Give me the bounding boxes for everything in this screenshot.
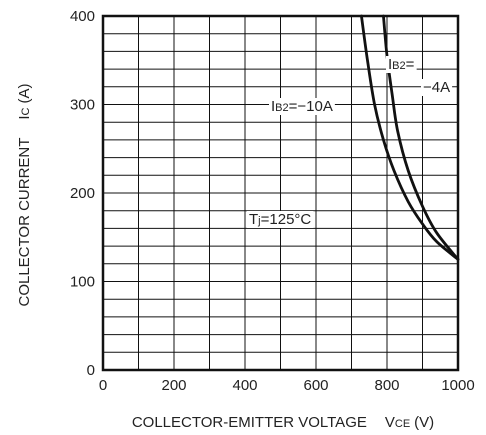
x-tick-label: 200 [161,377,186,394]
x-tick-label: 1000 [441,377,474,394]
y-axis-label: COLLECTOR CURRENTIC(A) [16,83,33,306]
x-tick-labels: 0 200 400 600 800 1000 [99,377,475,394]
curve-ib2_10a [360,14,460,261]
annotation-bg [247,211,314,228]
y-tick-label: 100 [70,274,95,291]
annotation-ib2-10a: IB2=−10A [271,98,333,115]
annotation-tj: Tj=125°C [249,211,311,228]
curves [360,14,460,261]
annotation-bg [386,56,417,73]
annotation-ib2-4a-line2: −4A [423,79,450,96]
annotations: IB2= −4A IB2=−10A Tj=125°C [247,56,453,228]
x-tick-label: 600 [303,377,328,394]
y-tick-label: 300 [70,97,95,114]
y-tick-labels: 0 100 200 300 400 [70,8,95,379]
y-tick-label: 400 [70,8,95,25]
x-tick-label: 800 [374,377,399,394]
x-axis-label: COLLECTOR-EMITTER VOLTAGE VCE (V) [132,414,434,431]
annotation-bg [421,79,453,96]
x-tick-label: 400 [232,377,257,394]
y-tick-label: 0 [87,362,95,379]
x-tick-label: 0 [99,377,107,394]
plot-frame [101,14,460,372]
annotation-bg [269,98,335,115]
annotation-ib2-4a-line1: IB2= [388,56,415,73]
y-tick-label: 200 [70,185,95,202]
